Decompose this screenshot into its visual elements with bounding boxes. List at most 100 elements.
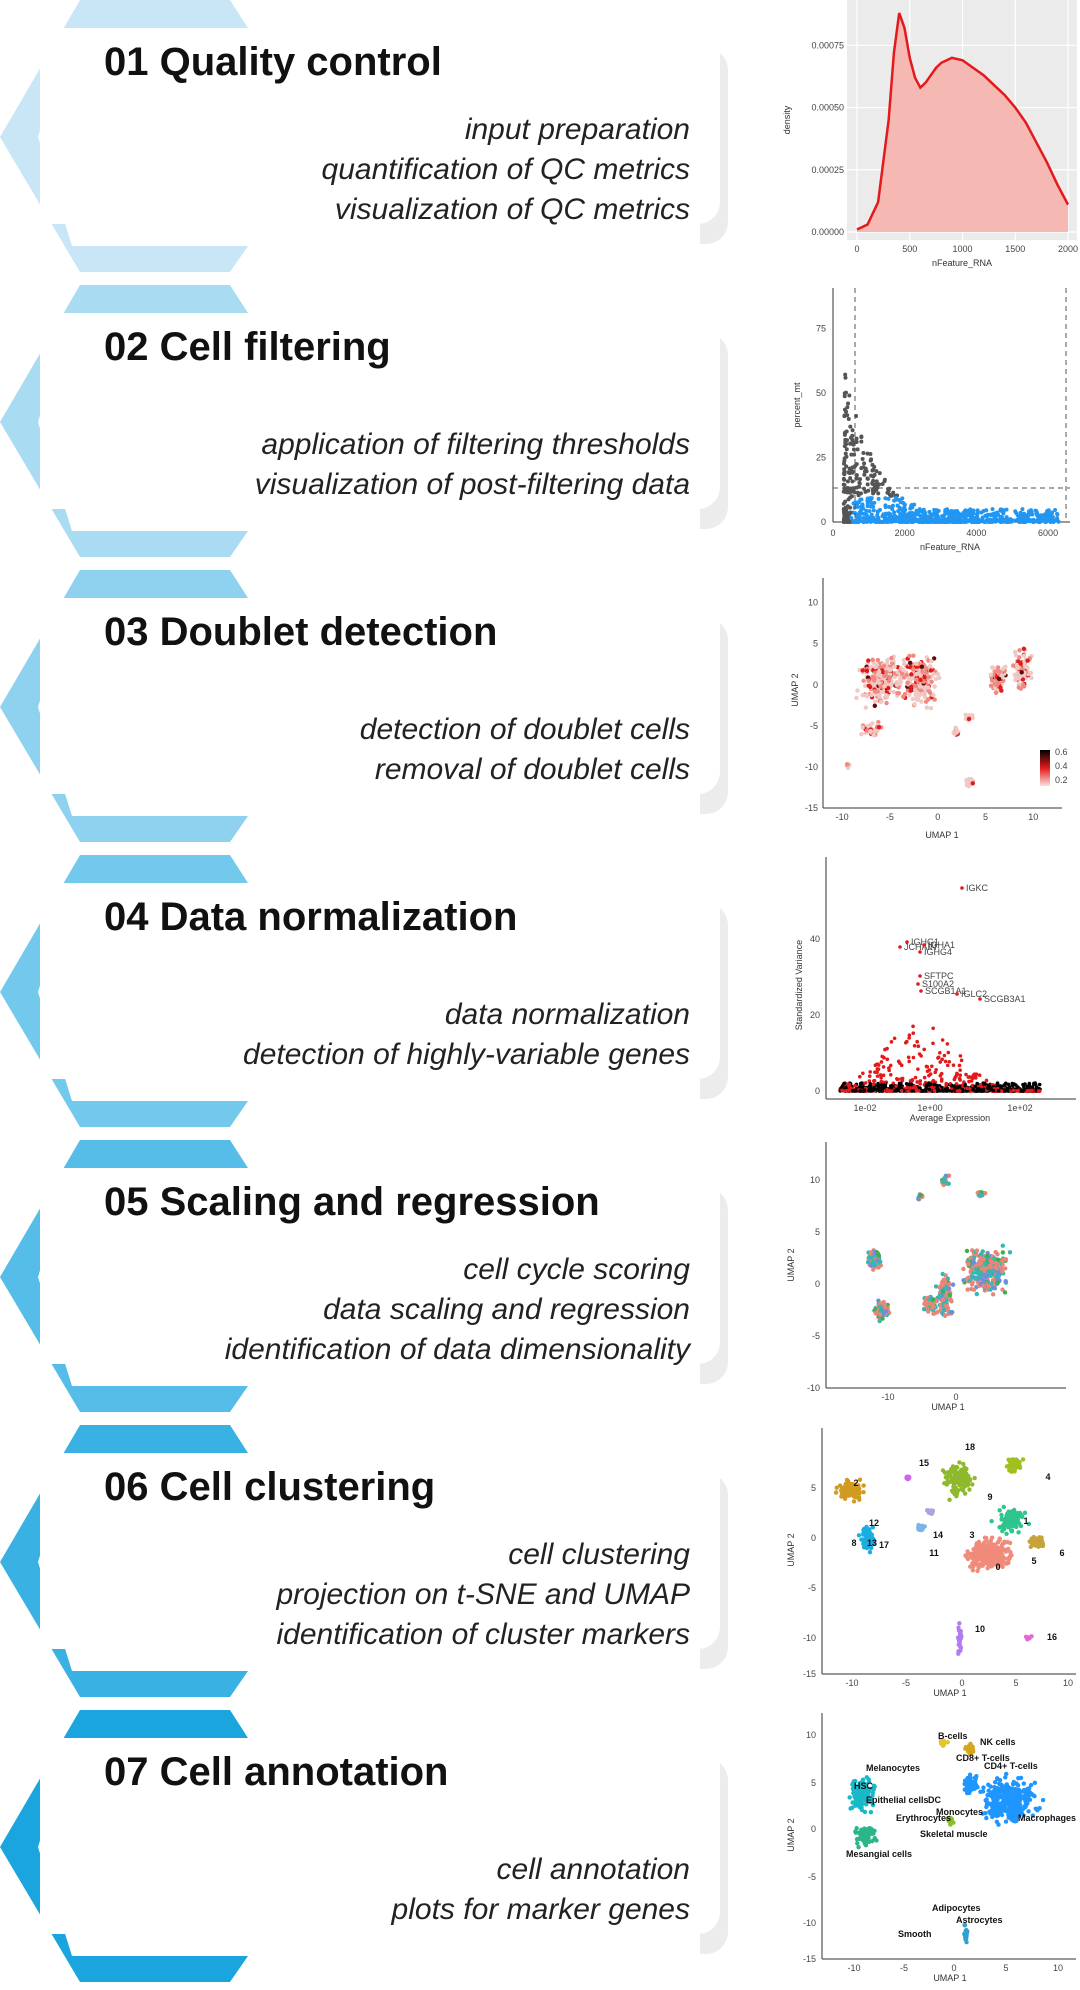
cell-point (975, 1248, 979, 1252)
gene-point (1035, 1085, 1039, 1089)
filtered-cell-point (855, 437, 859, 441)
cell-point (1016, 1530, 1020, 1534)
cell-point (1011, 1815, 1015, 1819)
cell-point (988, 1265, 992, 1269)
variable-gene-point (893, 1037, 897, 1041)
x-tick-label: 1e-02 (853, 1103, 876, 1113)
variable-gene-point (1016, 1089, 1020, 1093)
variable-gene-point (876, 1067, 880, 1071)
kept-cell-point (890, 520, 894, 524)
variable-gene-point (897, 1060, 901, 1064)
y-tick-label: 10 (806, 1730, 816, 1740)
variable-gene-point (955, 1072, 959, 1076)
cell-point (910, 676, 914, 680)
cell-type-label: B-cells (938, 1731, 968, 1741)
variable-gene-point (883, 1048, 887, 1052)
cell-point (991, 1278, 995, 1282)
cell-point (918, 678, 922, 682)
kept-cell-point (901, 501, 905, 505)
cell-point (950, 1310, 954, 1314)
cluster-label: 1 (1023, 1516, 1028, 1526)
cell-point (985, 1566, 989, 1570)
cell-point (984, 1816, 988, 1820)
cell-point (848, 1795, 852, 1799)
cell-point (968, 1477, 972, 1481)
cell-point (951, 1489, 955, 1493)
x-tick-label: 0 (959, 1678, 964, 1688)
cell-point (875, 663, 879, 667)
gene-point (869, 1088, 873, 1092)
filtered-cell-point (851, 428, 855, 432)
kept-cell-point (883, 496, 887, 500)
gene-point (975, 1089, 979, 1093)
cell-point (929, 659, 933, 663)
gene-point (995, 1083, 999, 1087)
kept-cell-point (919, 519, 923, 523)
variable-gene-point (913, 1044, 917, 1048)
kept-cell-point (853, 500, 857, 504)
step-title: 06 Cell clustering (104, 1465, 435, 1510)
gene-point (883, 1084, 887, 1088)
cell-point (967, 717, 971, 721)
cell-point (993, 1780, 997, 1784)
cell-point (882, 684, 886, 688)
gene-point (859, 1089, 863, 1093)
cell-point (940, 1272, 944, 1276)
cell-point (967, 1487, 971, 1491)
cell-point (852, 1494, 856, 1498)
filtered-cell-point (843, 431, 847, 435)
kept-cell-point (865, 499, 869, 503)
filtered-cell-point (870, 463, 874, 467)
cell-point (878, 1305, 882, 1309)
y-tick-label: 40 (810, 934, 820, 944)
variable-gene-point (907, 1060, 911, 1064)
gene-annotation: SCGB3A1 (984, 994, 1026, 1004)
variable-gene-point (944, 1060, 948, 1064)
step-task: detection of highly-variable genes (243, 1035, 690, 1075)
cell-point (978, 1562, 982, 1566)
cell-point (1005, 1511, 1009, 1515)
step-task: visualization of post-filtering data (255, 465, 690, 505)
y-tick-label: -10 (803, 1918, 816, 1928)
cell-point (1033, 1781, 1037, 1785)
cell-point (1041, 1798, 1045, 1802)
variable-gene-point (947, 1051, 951, 1055)
cell-point (884, 674, 888, 678)
step-task: input preparation (322, 110, 690, 150)
cell-point (1029, 1783, 1033, 1787)
variable-gene-point (933, 1089, 937, 1093)
cell-point (1008, 1550, 1012, 1554)
kept-cell-point (972, 516, 976, 520)
cluster-label: 12 (869, 1518, 879, 1528)
cell-point (993, 1286, 997, 1290)
cell-point (892, 664, 896, 668)
y-tick-label: 0 (815, 1279, 820, 1289)
cell-point (1022, 662, 1026, 666)
cell-type-label: Smooth (898, 1929, 932, 1939)
x-tick-label: -10 (881, 1392, 894, 1402)
cell-point (873, 699, 877, 703)
cell-point (990, 1564, 994, 1568)
kept-cell-point (943, 508, 947, 512)
kept-cell-point (896, 504, 900, 508)
variable-gene-point (926, 1065, 930, 1069)
cell-point (1015, 1461, 1019, 1465)
filtered-cell-point (848, 476, 852, 480)
variable-gene-point (899, 1077, 903, 1081)
cell-point (844, 1494, 848, 1498)
cell-point (877, 725, 881, 729)
kept-cell-point (997, 519, 1001, 523)
x-axis-label: UMAP 1 (925, 830, 958, 840)
cell-point (861, 679, 865, 683)
variable-gene-point (931, 1026, 935, 1030)
y-tick-label: -5 (808, 1872, 816, 1882)
variable-gene-point (1037, 1089, 1041, 1093)
cluster-label: 9 (987, 1492, 992, 1502)
filtered-cell-point (848, 425, 852, 429)
cell-point (961, 1267, 965, 1271)
